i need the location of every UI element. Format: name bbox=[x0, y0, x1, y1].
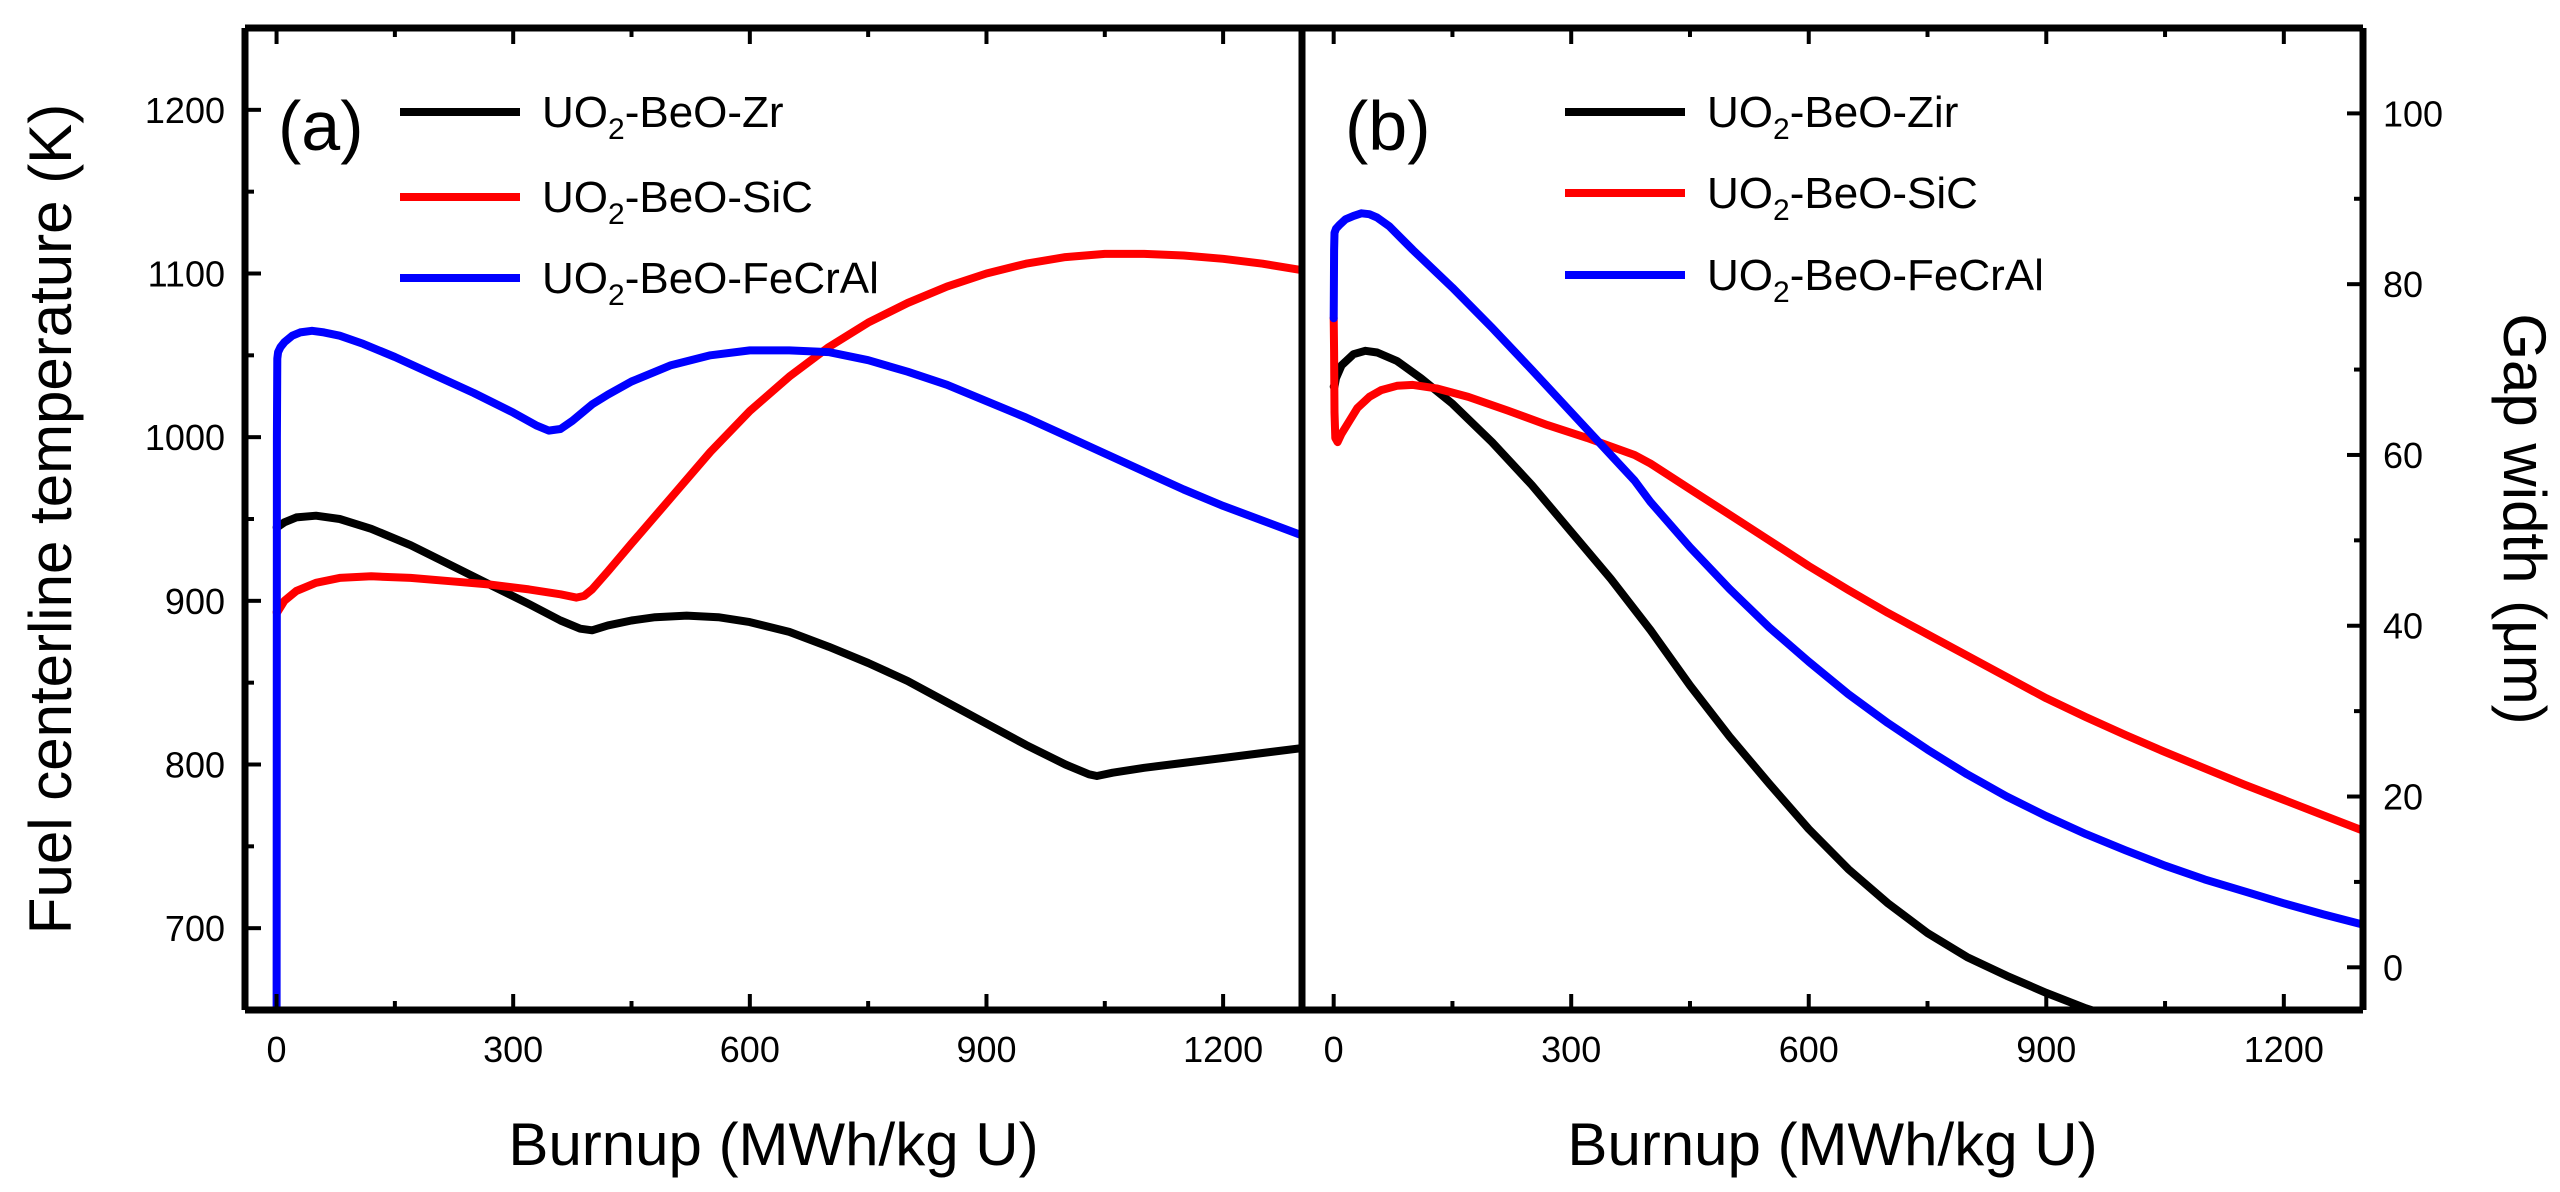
panel-b-label: (b) bbox=[1345, 87, 1431, 165]
legend-label-rest: -BeO-SiC bbox=[1790, 169, 1978, 218]
panel-a-y-tick-label: 1100 bbox=[148, 254, 225, 295]
legend-label-rest: -BeO-SiC bbox=[625, 173, 813, 222]
panel-b-series-uo2-beo-sic-line bbox=[1329, 314, 2363, 835]
panel-a-legend-item-uo2-beo-zr: UO2-BeO-Zr bbox=[400, 88, 784, 146]
panel-b-series-uo2-beo-fecral-line bbox=[1329, 209, 2363, 929]
panel-b-y-tick-label: 0 bbox=[2383, 947, 2403, 988]
legend-label-subscript: 2 bbox=[1773, 276, 1790, 309]
panel-b: 0 300 600 900 1200 0 20 40 60 80 100 Burnup (MWh/kg… bbox=[1298, 24, 2558, 1178]
legend-label-subscript: 2 bbox=[608, 279, 625, 312]
panel-a-y-tick-label: 1000 bbox=[145, 417, 225, 458]
panel-b-legend-label-uo2-beo-fecral: UO2-BeO-FeCrAl bbox=[1707, 251, 2044, 309]
panel-a-x-tick-label: 300 bbox=[483, 1029, 543, 1070]
panel-b-series-group bbox=[1329, 209, 2363, 1010]
panel-b-legend-label-uo2-beo-sic: UO2-BeO-SiC bbox=[1707, 169, 1978, 227]
panel-b-frame bbox=[1298, 24, 2367, 1014]
panel-a-x-tick-label: 0 bbox=[267, 1029, 287, 1070]
panel-a-label: (a) bbox=[278, 87, 364, 165]
panel-b-series-uo2-beo-zir-line bbox=[1329, 346, 2105, 1010]
panel-b-x-tick-label: 1200 bbox=[2244, 1029, 2324, 1070]
legend-label-main: UO bbox=[542, 88, 608, 137]
panel-b-legend-item-uo2-beo-sic: UO2-BeO-SiC bbox=[1565, 169, 1978, 227]
panel-a-y-axis-title: Fuel centerline temperature (K) bbox=[17, 104, 84, 934]
panel-b-x-tick-label: 900 bbox=[2016, 1029, 2076, 1070]
panel-b-y-axis-title: Gap width (μm) bbox=[2491, 313, 2558, 724]
panel-b-x-tick-label: 600 bbox=[1779, 1029, 1839, 1070]
panel-a-series-uo2-beo-sic-line bbox=[272, 249, 1302, 617]
legend-label-rest: -BeO-Zir bbox=[1790, 88, 1959, 137]
panel-b-y-tick-label: 100 bbox=[2383, 93, 2443, 134]
panel-a-x-tick-label: 1200 bbox=[1183, 1029, 1263, 1070]
panel-b-y-tick-label: 80 bbox=[2383, 264, 2423, 305]
panel-a-x-tick-label: 900 bbox=[956, 1029, 1016, 1070]
panel-b-y-tick-label: 60 bbox=[2383, 435, 2423, 476]
legend-label-main: UO bbox=[1707, 169, 1773, 218]
panel-b-legend-item-uo2-beo-fecral: UO2-BeO-FeCrAl bbox=[1565, 251, 2044, 309]
panel-a-y-tick-label: 1200 bbox=[145, 90, 225, 131]
panel-b-y-tick-label: 40 bbox=[2383, 606, 2423, 647]
legend-label-subscript: 2 bbox=[608, 198, 625, 231]
legend-label-main: UO bbox=[1707, 251, 1773, 300]
legend-label-subscript: 2 bbox=[1773, 113, 1790, 146]
legend-label-main: UO bbox=[542, 254, 608, 303]
legend-label-subscript: 2 bbox=[608, 113, 625, 146]
panel-a: 0 300 600 900 1200 700 800 900 1000 1100 1200 Burnu… bbox=[17, 24, 1306, 1178]
legend-label-main: UO bbox=[542, 173, 608, 222]
legend-label-main: UO bbox=[1707, 88, 1773, 137]
panel-b-x-axis-title: Burnup (MWh/kg U) bbox=[1567, 1111, 2097, 1178]
panel-a-x-tick-label: 600 bbox=[720, 1029, 780, 1070]
panel-a-y-tick-label: 700 bbox=[165, 908, 225, 949]
panel-a-y-tick-label: 900 bbox=[165, 581, 225, 622]
panel-a-series-uo2-beo-zr-line bbox=[272, 511, 1302, 780]
legend-label-rest: -BeO-Zr bbox=[625, 88, 784, 137]
panel-a-x-axis-title: Burnup (MWh/kg U) bbox=[508, 1111, 1038, 1178]
panel-a-series-group bbox=[272, 249, 1302, 1010]
panel-b-legend-item-uo2-beo-zir: UO2-BeO-Zir bbox=[1565, 88, 1958, 146]
panel-b-x-tick-label: 0 bbox=[1324, 1029, 1344, 1070]
legend-label-subscript: 2 bbox=[1773, 194, 1790, 227]
panel-a-legend-label-uo2-beo-zr: UO2-BeO-Zr bbox=[542, 88, 784, 146]
panel-b-x-tick-label: 300 bbox=[1541, 1029, 1601, 1070]
panel-a-legend-item-uo2-beo-fecral: UO2-BeO-FeCrAl bbox=[400, 254, 879, 312]
legend-label-rest: -BeO-FeCrAl bbox=[1790, 251, 2044, 300]
panel-a-legend-label-uo2-beo-fecral: UO2-BeO-FeCrAl bbox=[542, 254, 879, 312]
panel-b-y-tick-label: 20 bbox=[2383, 777, 2423, 818]
legend-label-rest: -BeO-FeCrAl bbox=[625, 254, 879, 303]
panel-a-series-uo2-beo-fecral-line bbox=[272, 326, 1302, 1010]
panel-a-legend-label-uo2-beo-sic: UO2-BeO-SiC bbox=[542, 173, 813, 231]
panel-a-y-tick-label: 800 bbox=[165, 745, 225, 786]
panel-b-legend-label-uo2-beo-zir: UO2-BeO-Zir bbox=[1707, 88, 1958, 146]
panel-a-legend-item-uo2-beo-sic: UO2-BeO-SiC bbox=[400, 173, 813, 231]
